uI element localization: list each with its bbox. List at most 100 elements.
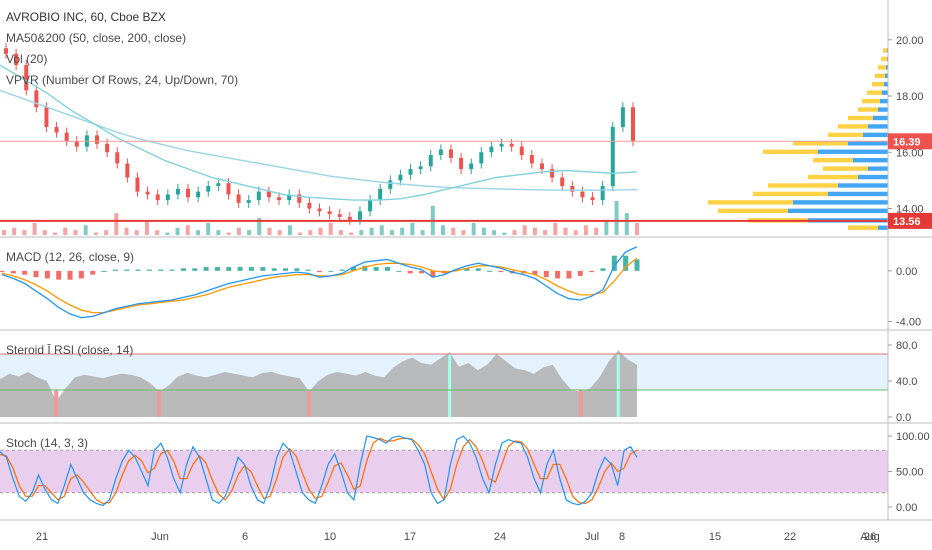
volume-profile-down-bar xyxy=(708,200,793,205)
volume-profile-down-bar xyxy=(858,107,878,112)
macd-pane xyxy=(0,246,640,319)
macd-histogram-bar xyxy=(589,270,595,273)
volume-bar xyxy=(318,227,323,235)
volume-profile-up-bar xyxy=(878,225,888,230)
macd-histogram-bar xyxy=(373,267,379,271)
price-tick-label: 14.00 xyxy=(896,204,924,216)
volume-bar xyxy=(155,230,160,235)
volume-bar xyxy=(22,230,27,235)
rsi-oversold-marker xyxy=(578,390,583,417)
macd-histogram-bar xyxy=(577,270,583,276)
macd-histogram-bar xyxy=(396,270,402,272)
volume-profile-down-bar xyxy=(753,191,828,197)
candle-body xyxy=(226,183,231,195)
ma200-line xyxy=(0,89,638,191)
volume-bar xyxy=(298,232,303,235)
volume-bar xyxy=(604,220,609,235)
volume-bar xyxy=(32,222,37,235)
volume-profile-down-bar xyxy=(838,124,868,129)
volume-profile-up-bar xyxy=(828,191,888,197)
x-tick-label: 10 xyxy=(324,531,336,543)
rsi-oversold-marker xyxy=(307,390,312,417)
candle-body xyxy=(438,149,443,156)
volume-profile-up-bar xyxy=(878,107,888,112)
volume-bar xyxy=(53,232,58,235)
macd-tick-label: 0.00 xyxy=(896,266,917,278)
ma50-line xyxy=(0,64,638,201)
volume-bar xyxy=(267,227,272,235)
candle-body xyxy=(620,107,625,127)
candle-body xyxy=(44,107,49,127)
volume-bar xyxy=(206,222,211,235)
candle-body xyxy=(499,143,504,147)
candle-body xyxy=(105,143,110,153)
candle-body xyxy=(610,126,615,186)
candle-body xyxy=(74,141,79,147)
volume-bar xyxy=(195,230,200,235)
candle-body xyxy=(337,214,342,217)
volume-bar xyxy=(502,232,507,235)
volume-profile-down-bar xyxy=(848,225,878,230)
volume-bar xyxy=(226,232,231,235)
candle-body xyxy=(378,188,383,201)
candle-body xyxy=(631,107,635,141)
volume-profile-down-bar xyxy=(848,115,873,121)
macd-histogram-bar xyxy=(328,270,334,272)
volume-profile-up-bar xyxy=(848,141,888,146)
candle-body xyxy=(277,197,282,201)
volume-profile-down-bar xyxy=(881,56,887,62)
macd-histogram-bar xyxy=(305,269,311,271)
stoch-label: Stoch (14, 3, 3) xyxy=(6,436,89,450)
macd-signal-line xyxy=(1,257,638,314)
candle-body xyxy=(216,183,221,186)
rsi-oversold-marker xyxy=(54,390,59,417)
candle-body xyxy=(95,135,100,144)
candle-body xyxy=(297,194,302,203)
x-tick-label: 24 xyxy=(494,531,506,543)
candle-body xyxy=(428,155,433,167)
volume-profile-down-bar xyxy=(872,82,884,87)
x-tick-label: 8 xyxy=(619,531,625,543)
candle-body xyxy=(24,65,29,91)
volume-profile-down-bar xyxy=(768,183,838,188)
macd-histogram-bar xyxy=(555,270,561,279)
macd-histogram-bar xyxy=(543,270,549,278)
macd-histogram-bar xyxy=(56,270,62,280)
candle-body xyxy=(469,163,474,170)
volume-profile-up-bar xyxy=(838,183,888,188)
stoch-tick-label: 0.00 xyxy=(896,502,917,514)
volume-profile-down-bar xyxy=(878,65,886,70)
volume-profile-down-bar xyxy=(875,73,885,79)
candle-body xyxy=(266,191,271,198)
candle-body xyxy=(590,197,595,201)
candle-body xyxy=(418,166,423,170)
volume-profile-down-bar xyxy=(808,174,858,180)
volume-profile-down-bar xyxy=(718,208,788,214)
volume-bar xyxy=(73,230,78,235)
macd-histogram-bar xyxy=(623,255,629,271)
volume-bar xyxy=(124,227,129,235)
volume-bar xyxy=(379,225,384,235)
macd-histogram-bar xyxy=(248,267,254,271)
candle-body xyxy=(125,163,130,178)
macd-histogram-bar xyxy=(124,269,130,271)
stoch-tick-label: 50.00 xyxy=(896,467,924,479)
macd-histogram-bar xyxy=(271,268,277,271)
macd-histogram-bar xyxy=(385,267,391,271)
volume-bar xyxy=(338,230,343,235)
volume-profile-up-bar xyxy=(868,124,888,129)
volume-bar xyxy=(573,230,578,235)
macd-label: MACD (12, 26, close, 9) xyxy=(6,250,135,264)
candle-body xyxy=(64,132,69,141)
volume-profile-down-bar xyxy=(793,141,848,146)
macd-histogram-bar xyxy=(498,270,504,273)
macd-histogram-bar xyxy=(634,259,640,271)
volume-bar xyxy=(144,220,149,235)
price-tick-label: 16.00 xyxy=(896,147,924,159)
macd-histogram-bar xyxy=(135,269,141,271)
stoch-k-line xyxy=(0,435,638,507)
macd-histogram-bar xyxy=(226,267,232,271)
volume-bar xyxy=(583,225,588,235)
candle-body xyxy=(186,188,191,198)
